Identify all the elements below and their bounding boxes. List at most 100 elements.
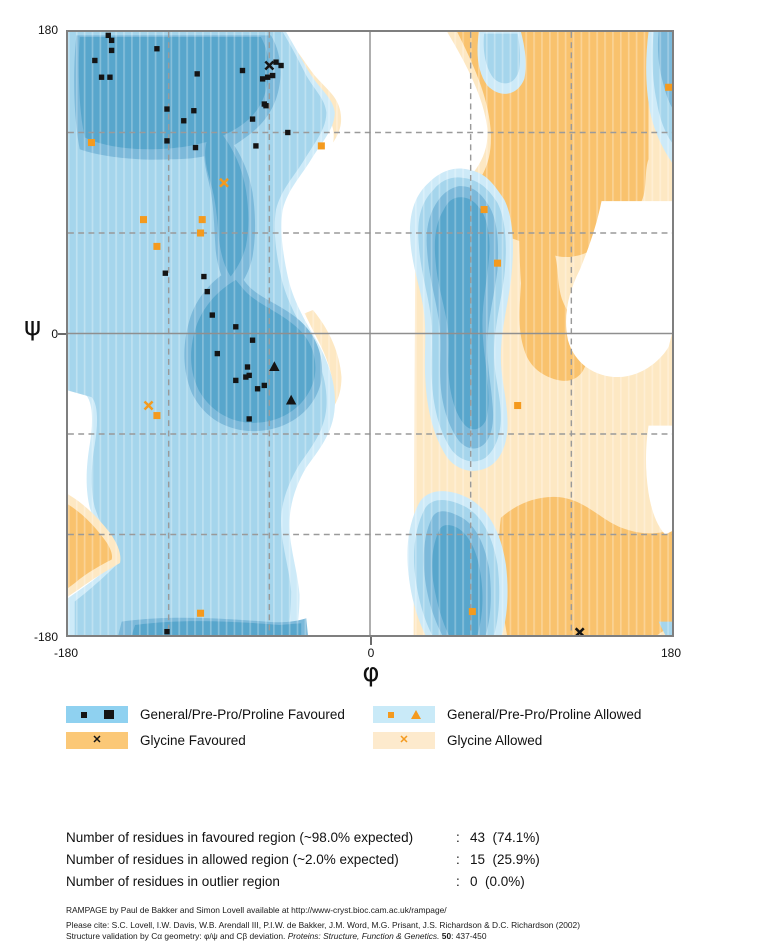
stat-label: Number of residues in allowed region (~2… — [66, 852, 399, 867]
general-pre-pro-proline-favoured-marker — [285, 129, 291, 136]
general-pre-pro-proline-favoured-marker — [259, 76, 266, 82]
legend-swatch-general-allowed — [373, 706, 435, 723]
citation-line: Please cite: S.C. Lovell, I.W. Davis, W.… — [66, 920, 581, 930]
general-pre-pro-proline-favoured-marker — [264, 74, 271, 80]
general-pre-pro-proline-allowed-marker — [493, 259, 502, 267]
general-pre-pro-proline-favoured-marker — [249, 337, 256, 343]
general-pre-pro-proline-favoured-marker — [192, 144, 199, 151]
glycine-favoured-marker — [574, 627, 585, 635]
stat-label: Number of residues in outlier region — [66, 874, 280, 889]
stat-row-allowed: Number of residues in allowed region (~2… — [66, 849, 540, 871]
general-pre-pro-proline-favoured-marker — [233, 377, 239, 384]
y-tick-0: 0 — [51, 327, 58, 341]
general-pre-pro-proline-allowed-marker — [197, 229, 205, 237]
legend-label-glycine-allowed: Glycine Allowed — [447, 733, 543, 748]
black-triangle-icon — [103, 710, 114, 719]
x-tick-neg180: -180 — [53, 646, 79, 660]
general-pre-pro-proline-favoured-marker — [261, 382, 267, 389]
residue-statistics: Number of residues in favoured region (~… — [66, 827, 540, 893]
stat-row-outlier: Number of residues in outlier region : 0… — [66, 871, 540, 893]
stat-row-favoured: Number of residues in favoured region (~… — [66, 827, 540, 849]
general-pre-pro-proline-favoured-marker — [204, 288, 210, 295]
general-pre-pro-proline-favoured-marker — [108, 47, 115, 54]
legend-label-general-allowed: General/Pre-Pro/Proline Allowed — [447, 707, 642, 722]
general-pre-pro-proline-allowed-marker — [153, 412, 161, 420]
rampage-credit-line: RAMPAGE by Paul de Bakker and Simon Love… — [66, 905, 447, 915]
general-pre-pro-proline-favoured-marker — [105, 32, 111, 39]
general-pre-pro-proline-allowed-marker — [468, 608, 476, 616]
general-pre-pro-proline-favoured-marker — [278, 62, 284, 69]
legend-label-glycine-favoured: Glycine Favoured — [140, 733, 246, 748]
phi-axis-label: φ — [362, 658, 380, 688]
general-pre-pro-proline-favoured-marker — [270, 72, 276, 79]
residue-markers — [87, 32, 672, 635]
general-pre-pro-proline-favoured-marker — [233, 324, 239, 330]
x-zero-tickmark — [370, 637, 372, 645]
legend-swatch-general-favoured — [66, 706, 128, 723]
general-pre-pro-proline-favoured-marker — [194, 71, 200, 77]
general-pre-pro-proline-favoured-marker — [154, 46, 160, 52]
glycine-allowed-marker — [219, 177, 229, 188]
proline-favoured-marker — [269, 361, 280, 372]
citation-volume: 50 — [439, 931, 452, 941]
general-pre-pro-proline-favoured-marker — [214, 350, 221, 357]
general-pre-pro-proline-favoured-marker — [108, 37, 115, 44]
citation-journal: Proteins: Structure, Function & Genetics… — [287, 931, 440, 941]
general-pre-pro-proline-favoured-marker — [273, 59, 279, 65]
y-tick-neg180: -180 — [33, 630, 58, 644]
general-pre-pro-proline-favoured-marker — [164, 138, 170, 144]
stat-value: 15 (25.9%) — [470, 852, 540, 867]
citation-pages: : 437-450 — [451, 931, 487, 941]
glycine-favoured-marker — [264, 60, 275, 71]
general-pre-pro-proline-favoured-marker — [254, 386, 261, 392]
general-pre-pro-proline-allowed-marker — [198, 216, 206, 224]
psi-axis-label: ψ — [24, 312, 42, 342]
ramachandran-plot — [66, 30, 674, 637]
general-pre-pro-proline-favoured-marker — [244, 364, 251, 370]
x-tick-0: 0 — [367, 646, 375, 660]
gridlines — [68, 32, 672, 635]
general-pre-pro-proline-allowed-marker — [480, 206, 488, 214]
general-pre-pro-proline-favoured-marker — [92, 57, 98, 64]
general-pre-pro-proline-favoured-marker — [181, 118, 187, 124]
proline-favoured-marker — [285, 394, 297, 405]
stat-separator: : — [456, 830, 460, 845]
orange-square-icon — [387, 711, 394, 718]
general-pre-pro-proline-favoured-marker — [263, 103, 269, 109]
general-pre-pro-proline-favoured-marker — [191, 108, 197, 114]
general-pre-pro-proline-allowed-marker — [665, 83, 672, 91]
citation-text: Structure validation by Cα geometry: φ/ψ… — [66, 931, 288, 941]
orange-triangle-icon — [410, 710, 421, 719]
black-x-icon: ✕ — [92, 734, 102, 746]
general-pre-pro-proline-allowed-marker — [153, 242, 161, 250]
general-pre-pro-proline-favoured-marker — [162, 270, 168, 276]
general-pre-pro-proline-favoured-marker — [164, 106, 170, 112]
plot-canvas — [68, 32, 672, 635]
legend-swatch-glycine-allowed: ✕ — [373, 732, 435, 749]
citation-line-2: Structure validation by Cα geometry: φ/ψ… — [66, 931, 580, 941]
stat-value: 0 (0.0%) — [470, 874, 525, 889]
black-square-icon — [80, 711, 87, 718]
general-pre-pro-proline-favoured-marker — [249, 116, 256, 122]
general-pre-pro-proline-favoured-marker — [243, 374, 249, 380]
legend-label-general-favoured: General/Pre-Pro/Proline Favoured — [140, 707, 345, 722]
y-zero-tickmark — [58, 333, 66, 335]
stat-separator: : — [456, 874, 460, 889]
general-pre-pro-proline-favoured-marker — [246, 416, 252, 422]
stat-value: 43 (74.1%) — [470, 830, 540, 845]
x-tick-180: 180 — [660, 646, 682, 660]
general-pre-pro-proline-allowed-marker — [514, 402, 522, 410]
general-pre-pro-proline-favoured-marker — [253, 143, 259, 149]
general-pre-pro-proline-allowed-marker — [87, 139, 96, 147]
y-tick-180: 180 — [37, 23, 58, 37]
legend-swatch-glycine-favoured: ✕ — [66, 732, 128, 749]
general-pre-pro-proline-favoured-marker — [209, 312, 215, 318]
general-pre-pro-proline-favoured-marker — [239, 67, 246, 74]
citation-footer: RAMPAGE by Paul de Bakker and Simon Love… — [66, 905, 580, 946]
general-pre-pro-proline-favoured-marker — [246, 372, 252, 379]
stat-separator: : — [456, 852, 460, 867]
general-pre-pro-proline-allowed-marker — [197, 609, 205, 617]
general-pre-pro-proline-allowed-marker — [139, 216, 148, 224]
general-pre-pro-proline-allowed-marker — [317, 142, 325, 150]
